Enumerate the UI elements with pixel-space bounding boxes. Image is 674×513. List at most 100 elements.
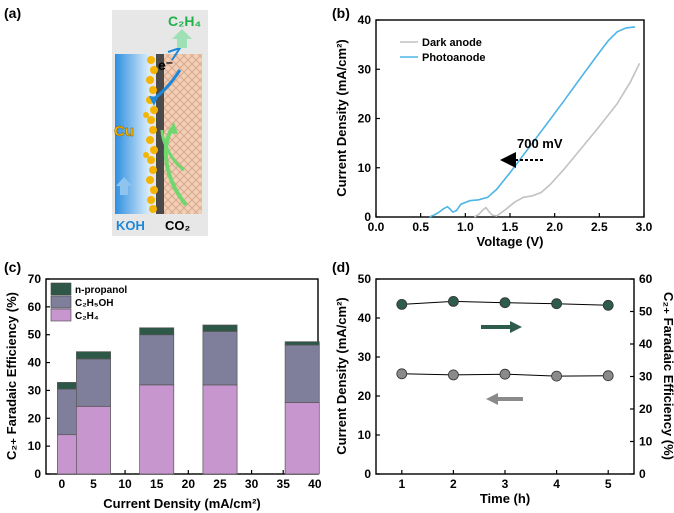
chart-c-ylabel: C₂₊ Faradaic Efficiency (%): [4, 292, 19, 460]
chart-c-xtick-label: 15: [150, 477, 164, 491]
bar-ethylene-15: [139, 384, 175, 475]
chart-c-xtick-label: 5: [90, 477, 97, 491]
chart-c-xtick-label: 35: [277, 477, 291, 491]
chart-c-ytick-label: 40: [28, 356, 42, 370]
chart-b: 0.0 0.5 1.0 1.5 2.0 2.5 3.0 0 10 20 30 40 Voltage (…: [334, 13, 653, 249]
chart-b-frame: [375, 19, 645, 218]
chart-c-xtick-label: 30: [245, 477, 259, 491]
legend-ethylene: C₂H₄: [75, 311, 99, 322]
chart-b-xtick-label: 1.5: [502, 220, 519, 234]
chart-b-ytick-label: 20: [358, 112, 372, 126]
bar-n-propanol-38: [284, 341, 320, 346]
koh-up-arrow: [116, 177, 132, 186]
c2h4-up-arrow: [172, 29, 192, 39]
koh-up-arrow-stem: [120, 185, 128, 195]
cu-label: Cu: [114, 123, 134, 140]
chart-d-y2tick-label: 60: [639, 272, 653, 286]
panel-label-c: (c): [4, 259, 21, 275]
c2h4-up-arrow-stem: [177, 38, 187, 48]
panel-label-d: (d): [332, 259, 350, 275]
chart-c-xlabel: Current Density (mA/cm²): [103, 496, 260, 511]
point-current-density-1: [396, 368, 408, 380]
chart-c-xtick-label: 0: [58, 477, 65, 491]
chart-c-xtick-label: 25: [213, 477, 227, 491]
chart-b-ytick-label: 40: [358, 13, 372, 27]
chart-b-ytick-label: 0: [364, 210, 371, 224]
bar-n-propanol-5: [76, 351, 111, 360]
koh-label: KOH: [116, 218, 145, 233]
bar-ethylene-38: [284, 402, 320, 475]
chart-d-y2label: C₂₊ Faradaic Efficiency (%): [661, 292, 674, 460]
point-faradaic-efficiency-1: [396, 298, 408, 310]
point-faradaic-efficiency-3: [499, 297, 511, 309]
point-faradaic-efficiency-4: [551, 298, 562, 310]
bar-ethylene-25: [202, 384, 238, 475]
chart-b-xtick-label: 2.5: [591, 220, 608, 234]
chart-b-xtick-label: 3.0: [636, 220, 653, 234]
legend-ethanol-swatch: [50, 295, 72, 309]
legend-n-propanol-swatch: [50, 282, 72, 296]
chart-d-ytick-label: 30: [358, 350, 372, 364]
point-faradaic-efficiency-5: [602, 299, 614, 311]
chart-c-ytick-label: 30: [28, 383, 42, 397]
electron-label: e⁻: [158, 57, 173, 73]
chart-c-ytick-label: 50: [28, 328, 42, 342]
chart-c-ytick-label: 60: [28, 300, 42, 314]
chart-d-ytick-label: 10: [358, 428, 372, 442]
c2h4-label: C₂H₄: [168, 13, 201, 29]
electron-arrowhead: [149, 96, 158, 106]
chart-d-y2tick-label: 10: [639, 435, 653, 449]
chart-b-xtick-label: 0.5: [412, 220, 429, 234]
chart-b-xtick-label: 1.0: [457, 220, 474, 234]
bar-n-propanol-15: [139, 327, 175, 336]
panel-label-b: (b): [332, 5, 350, 21]
co2-label: CO₂: [165, 218, 191, 233]
chart-d-y2tick-label: 30: [639, 370, 653, 384]
point-current-density-4: [551, 370, 562, 382]
point-current-density-3: [499, 368, 511, 380]
chart-c-ytick-label: 10: [28, 439, 42, 453]
membrane-layer: [156, 54, 164, 214]
right-axis-arrowhead: [510, 321, 522, 333]
chart-b-xtick-label: 0.0: [368, 220, 385, 234]
bar-ethanol-25: [202, 331, 238, 386]
chart-d-ytick-label: 50: [358, 272, 372, 286]
bar-n-propanol-25: [202, 324, 238, 332]
chart-d-xtick-label: 4: [553, 477, 560, 491]
chart-b-xlabel: Voltage (V): [477, 234, 544, 249]
bar-ethanol-38: [284, 344, 320, 403]
chart-d-xtick-label: 1: [398, 477, 405, 491]
chart-d-xlabel: Time (h): [480, 491, 530, 506]
left-axis-arrowhead: [486, 393, 498, 405]
legend-dark-anode: Dark anode: [422, 37, 482, 49]
chart-d-y2tick-label: 40: [639, 337, 653, 351]
chart-c-ytick-label: 0: [34, 467, 41, 481]
chart-b-ylabel: Current Density (mA/cm²): [334, 39, 349, 196]
chart-d-ytick-label: 0: [364, 467, 371, 481]
co2-flow-arrow-2: [160, 129, 185, 172]
chart-c-ytick-label: 20: [28, 411, 42, 425]
chart-d-ytick-label: 20: [358, 389, 372, 403]
chart-d-xtick-label: 2: [450, 477, 457, 491]
chart-d-y2tick-label: 20: [639, 402, 653, 416]
chart-d-y2tick-label: 50: [639, 305, 653, 319]
schematic: C₂H₄ e⁻ Cu KOH CO₂: [112, 10, 208, 236]
chart-b-ytick-label: 30: [358, 62, 372, 76]
legend-ethylene-swatch: [50, 308, 72, 322]
chart-d-xtick-label: 5: [605, 477, 612, 491]
legend-ethanol: C₂H₅OH: [75, 298, 113, 309]
chart-b-ytick-label: 10: [358, 161, 372, 175]
bar-ethylene-5: [76, 405, 111, 475]
chart-b-xtick-label: 2.0: [546, 220, 563, 234]
chart-c-xtick-label: 20: [182, 477, 196, 491]
chart-c: 0 5 10 15 20 25 30 35 40 0 10 20 30 40 50 60 70 Current …: [4, 272, 322, 511]
chart-c-ytick-label: 70: [28, 272, 42, 286]
bar-ethanol-5: [76, 358, 111, 407]
chart-d-xtick-label: 3: [502, 477, 509, 491]
point-current-density-5: [602, 370, 614, 382]
chart-d-ytick-label: 40: [358, 311, 372, 325]
point-faradaic-efficiency-2: [447, 295, 459, 307]
co2-flow-arrow-1: [163, 127, 188, 207]
